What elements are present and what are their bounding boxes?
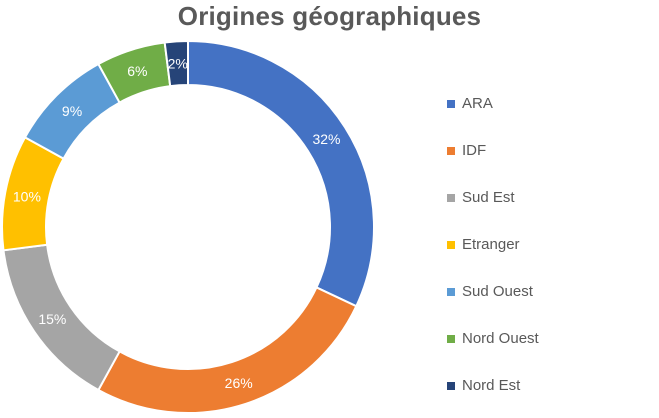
data-label-sud-ouest: 9% [62,103,82,119]
legend-item-etranger: Etranger [447,221,647,268]
slice-idf [97,286,358,414]
chart-legend: ARA IDF Sud Est Etranger Sud Ouest Nord Ouest… [447,80,647,409]
legend-label: Nord Est [462,377,521,394]
legend-label: Sud Est [462,189,515,206]
legend-label: Nord Ouest [462,330,539,347]
legend-item-ara: ARA [447,80,647,127]
legend-swatch [447,193,455,202]
chart-title: Origines géographiques [177,1,482,31]
data-label-sud-est: 15% [38,311,66,327]
legend-item-idf: IDF [447,127,647,174]
legend-item-nord-ouest: Nord Ouest [447,315,647,362]
legend-swatch [447,334,455,343]
data-label-idf: 26% [225,375,253,391]
data-label-etranger: 10% [13,188,41,204]
data-label-nord-ouest: 6% [127,63,147,79]
legend-swatch [447,381,455,390]
legend-item-sud-ouest: Sud Ouest [447,268,647,315]
legend-label: Sud Ouest [462,283,533,300]
legend-item-sud-est: Sud Est [447,174,647,221]
legend-label: ARA [462,95,493,112]
data-label-ara: 32% [312,131,340,147]
legend-label: IDF [462,142,487,159]
legend-label: Etranger [462,236,520,253]
legend-swatch [447,99,455,108]
slice-nord-est [163,39,189,88]
legend-swatch [447,146,455,155]
data-label-nord-est: 2% [168,55,188,71]
legend-item-nord-est: Nord Est [447,362,647,409]
slice-ara [187,39,375,308]
legend-swatch [447,240,455,249]
legend-swatch [447,287,455,296]
